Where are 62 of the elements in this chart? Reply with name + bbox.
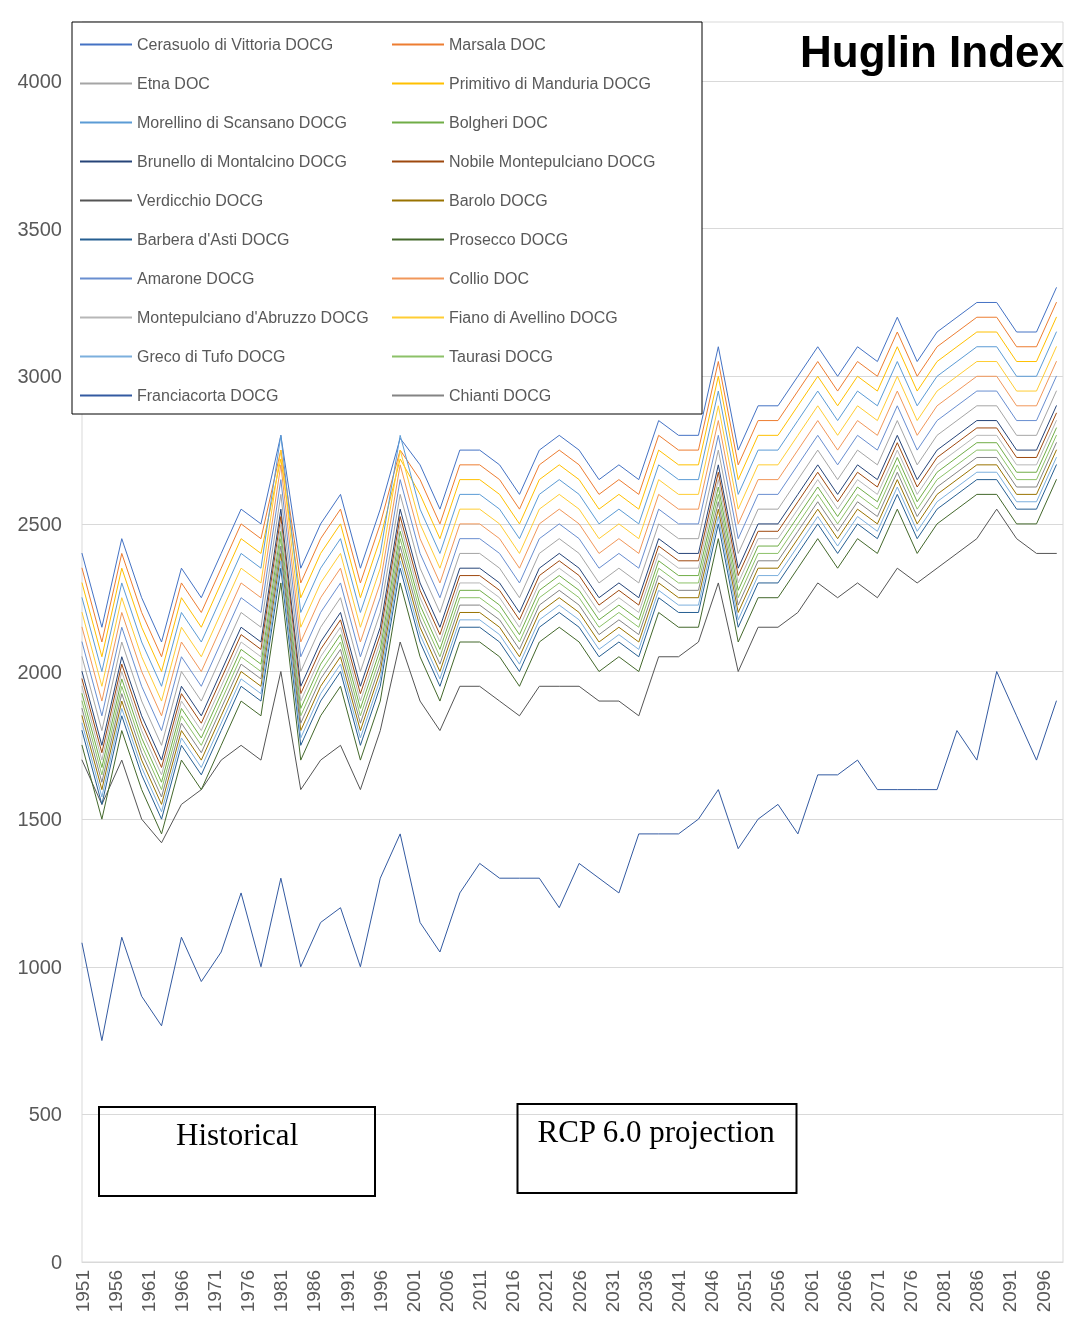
legend-label: Bolgheri DOC xyxy=(449,114,548,131)
x-tick-label: 2061 xyxy=(800,1270,822,1313)
y-tick-label: 1000 xyxy=(17,955,62,978)
legend-label: Marsala DOC xyxy=(449,36,546,53)
x-tick-label: 2071 xyxy=(866,1270,888,1313)
legend-label: Franciacorta DOCG xyxy=(137,387,279,404)
legend-label: Amarone DOCG xyxy=(137,270,255,287)
x-tick-label: 2096 xyxy=(1032,1270,1054,1313)
legend-label: Barolo DOCG xyxy=(449,192,548,209)
x-tick-label: 1951 xyxy=(71,1270,93,1313)
x-tick-label: 2076 xyxy=(900,1270,922,1313)
x-tick-label: 1961 xyxy=(137,1270,159,1313)
annotation: RCP 6.0 projection xyxy=(537,1114,776,1149)
legend-label: Fiano di Avellino DOCG xyxy=(449,309,618,326)
x-tick-label: 1971 xyxy=(204,1270,226,1313)
x-tick-label: 1991 xyxy=(336,1270,358,1313)
x-tick-label: 2081 xyxy=(933,1270,955,1313)
legend-label: Primitivo di Manduria DOCG xyxy=(449,75,651,92)
y-tick-label: 2500 xyxy=(17,512,62,535)
x-tick-label: 2026 xyxy=(568,1270,590,1313)
legend-label: Brunello di Montalcino DOCG xyxy=(137,153,347,170)
y-tick-label: 4000 xyxy=(17,70,62,93)
legend-label: Collio DOC xyxy=(449,270,530,287)
x-tick-label: 2041 xyxy=(668,1270,690,1313)
x-tick-label: 2021 xyxy=(535,1270,557,1313)
y-tick-label: 0 xyxy=(50,1251,62,1273)
x-tick-label: 2056 xyxy=(767,1270,789,1313)
x-tick-label: 1976 xyxy=(237,1270,259,1313)
legend-label: Morellino di Scansano DOCG xyxy=(137,114,347,131)
x-tick-label: 2031 xyxy=(601,1270,623,1313)
x-tick-label: 1981 xyxy=(270,1270,292,1313)
legend-label: Nobile Montepulciano DOCG xyxy=(449,153,656,170)
legend-label: Greco di Tufo DOCG xyxy=(137,348,286,365)
chart-title: Huglin Index xyxy=(800,26,1065,76)
legend-label: Prosecco DOCG xyxy=(449,231,569,248)
legend-label: Taurasi DOCG xyxy=(449,348,554,365)
x-tick-label: 2066 xyxy=(833,1270,855,1313)
legend-label: Chianti DOCG xyxy=(449,387,552,404)
y-tick-label: 2000 xyxy=(17,660,62,683)
x-tick-label: 2001 xyxy=(402,1270,424,1313)
y-tick-label: 1500 xyxy=(17,808,62,831)
x-tick-label: 2086 xyxy=(966,1270,988,1313)
y-tick-label: 3500 xyxy=(17,217,62,240)
x-tick-label: 2091 xyxy=(999,1270,1021,1313)
x-tick-label: 2011 xyxy=(469,1270,491,1311)
x-tick-label: 1956 xyxy=(104,1270,126,1313)
annotation: Historical xyxy=(176,1117,299,1152)
x-tick-label: 2006 xyxy=(436,1270,458,1313)
legend-label: Montepulciano d'Abruzzo DOCG xyxy=(137,309,369,326)
x-tick-label: 1986 xyxy=(303,1270,325,1313)
y-tick-label: 500 xyxy=(28,1103,62,1126)
legend-label: Verdicchio DOCG xyxy=(137,192,264,209)
x-tick-label: 2036 xyxy=(634,1270,656,1313)
legend-label: Etna DOC xyxy=(137,75,210,92)
legend-label: Barbera d'Asti DOCG xyxy=(137,231,290,248)
x-tick-label: 1996 xyxy=(369,1270,391,1313)
x-tick-label: 2046 xyxy=(701,1270,723,1313)
legend-label: Cerasuolo di Vittoria DOCG xyxy=(137,36,334,53)
x-tick-label: 2051 xyxy=(734,1270,756,1313)
x-tick-label: 2016 xyxy=(502,1270,524,1313)
y-tick-label: 3000 xyxy=(17,365,62,388)
x-tick-label: 1966 xyxy=(170,1270,192,1313)
